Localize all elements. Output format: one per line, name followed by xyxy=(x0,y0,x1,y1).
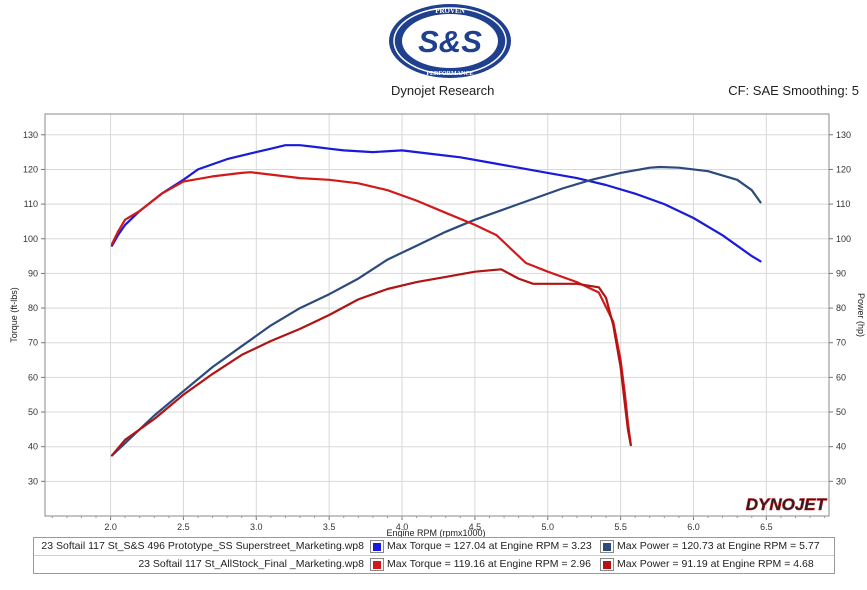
ss-torque-line xyxy=(110,144,762,263)
y-tick-label-right: 50 xyxy=(836,407,846,417)
legend-power-cell: Max Power = 91.19 at Engine RPM = 4.68 xyxy=(600,556,830,573)
y-tick-label-right: 100 xyxy=(836,234,851,244)
y-tick-label-right: 90 xyxy=(836,268,846,278)
x-tick-label: 3.0 xyxy=(250,522,263,532)
plot-frame xyxy=(44,113,830,517)
x-tick-label: 6.0 xyxy=(687,522,700,532)
x-tick-label: 6.5 xyxy=(760,522,773,532)
legend-max-torque: Max Torque = 127.04 at Engine RPM = 3.23 xyxy=(387,540,592,552)
y-tick-label-right: 80 xyxy=(836,303,846,313)
legend-max-power: Max Power = 91.19 at Engine RPM = 4.68 xyxy=(617,558,814,570)
legend-max-torque: Max Torque = 119.16 at Engine RPM = 2.96 xyxy=(387,558,591,570)
x-axis-title: Engine RPM (rpmx1000) xyxy=(386,528,485,538)
y-tick-label: 50 xyxy=(28,407,38,417)
y-tick-label: 30 xyxy=(28,476,38,486)
y-tick-label: 80 xyxy=(28,303,38,313)
y-tick-label: 130 xyxy=(23,130,38,140)
y-tick-label: 100 xyxy=(23,234,38,244)
legend-row-ss: 23 Softail 117 St_S&S 496 Prototype_SS S… xyxy=(34,538,834,555)
x-tick-label: 5.5 xyxy=(614,522,627,532)
y-axis-left-title: Torque (ft-lbs) xyxy=(9,287,19,343)
legend-max-power: Max Power = 120.73 at Engine RPM = 5.77 xyxy=(617,540,820,552)
y-tick-label-right: 130 xyxy=(836,130,851,140)
stock-torque-line xyxy=(110,171,632,447)
dynojet-watermark: DYNOJET xyxy=(745,495,828,515)
logo-main-text: S&S xyxy=(418,24,482,59)
legend-row-stock: 23 Softail 117 St_AllStock_Final _Market… xyxy=(34,555,834,573)
y-axis-right-ticks: 30 40 50 60 70 80 90 100 110 120 130 xyxy=(829,130,851,486)
legend-torque-swatch-box xyxy=(370,540,384,553)
legend-power-cell: Max Power = 120.73 at Engine RPM = 5.77 xyxy=(600,538,830,555)
x-tick-label: 3.5 xyxy=(323,522,336,532)
dynojet-watermark-text: DYNOJET xyxy=(746,495,828,514)
x-tick-label: 2.5 xyxy=(177,522,190,532)
y-axis-right-title: Power (hp) xyxy=(856,293,866,337)
y-tick-label-right: 60 xyxy=(836,372,846,382)
y-tick-label: 90 xyxy=(28,268,38,278)
y-tick-label-right: 110 xyxy=(836,199,850,209)
legend-torque-cell: Max Torque = 127.04 at Engine RPM = 3.23 xyxy=(370,538,600,555)
logo-bottom-text: PERFORMANCE xyxy=(426,71,473,77)
logo-top-text: PROVEN xyxy=(435,7,465,15)
x-tick-label: 2.0 xyxy=(104,522,117,532)
legend-power-swatch-box xyxy=(600,540,614,553)
legend-run-name: 23 Softail 117 St_S&S 496 Prototype_SS S… xyxy=(41,540,364,552)
series-lines xyxy=(110,144,762,457)
x-tick-label: 5.0 xyxy=(541,522,554,532)
legend-power-swatch xyxy=(603,542,611,551)
legend-torque-swatch xyxy=(373,542,381,551)
chart-grid xyxy=(45,114,829,516)
y-tick-label-right: 120 xyxy=(836,164,851,174)
stock-power-line xyxy=(110,268,632,457)
x-axis-ticks: 2.0 2.5 3.0 3.5 4.0 4.5 5.0 5.5 6.0 6.5 xyxy=(51,516,826,532)
legend-power-swatch-box xyxy=(600,558,614,571)
y-tick-label: 110 xyxy=(24,199,38,209)
data-source-label: Dynojet Research xyxy=(391,83,495,98)
legend-run-name: 23 Softail 117 St_AllStock_Final _Market… xyxy=(138,558,364,570)
ss-performance-logo: PROVEN S&S PERFORMANCE xyxy=(389,4,511,78)
settings-label: CF: SAE Smoothing: 5 xyxy=(728,83,859,98)
legend-torque-swatch xyxy=(373,560,381,569)
legend-torque-cell: Max Torque = 119.16 at Engine RPM = 2.96 xyxy=(370,556,600,573)
y-tick-label: 120 xyxy=(23,164,38,174)
x-tick-label: 4.0 xyxy=(396,522,409,532)
legend-power-swatch xyxy=(603,560,611,569)
ss-power-line xyxy=(110,165,762,457)
y-axis-left-ticks: 30 40 50 60 70 80 90 100 110 120 130 xyxy=(23,130,45,486)
y-tick-label-right: 40 xyxy=(836,442,846,452)
dyno-chart: 30 40 50 60 70 80 90 100 110 120 130 30 40 50 60 70 80 9… xyxy=(9,113,866,538)
legend-torque-swatch-box xyxy=(370,558,384,571)
y-tick-label: 60 xyxy=(28,372,38,382)
x-tick-label: 4.5 xyxy=(469,522,482,532)
y-tick-label-right: 30 xyxy=(836,476,846,486)
y-tick-label: 70 xyxy=(28,338,38,348)
y-tick-label-right: 70 xyxy=(836,338,846,348)
legend-table: 23 Softail 117 St_S&S 496 Prototype_SS S… xyxy=(33,537,835,574)
y-tick-label: 40 xyxy=(28,442,38,452)
